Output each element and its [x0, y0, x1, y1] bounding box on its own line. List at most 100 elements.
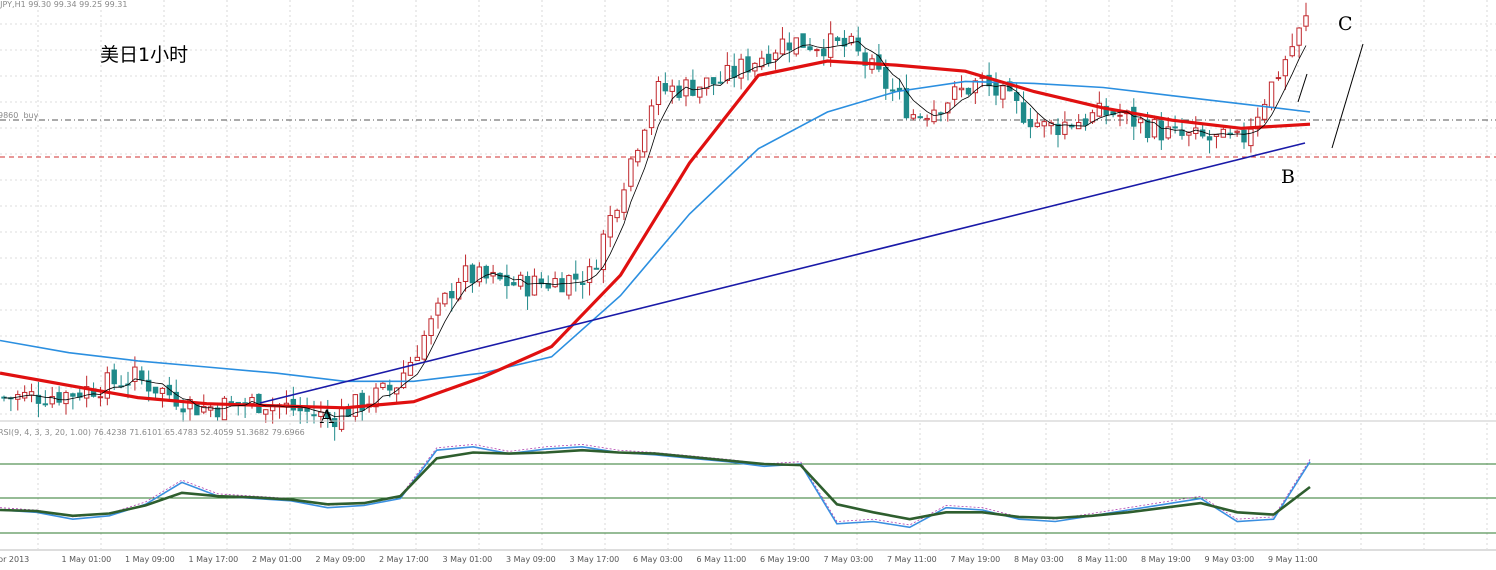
x-tick-label: 8 May 03:00: [1014, 555, 1064, 564]
x-tick-label: 7 May 03:00: [824, 555, 874, 564]
candle-body: [97, 396, 104, 399]
candle-body: [263, 409, 269, 415]
candle-body: [1241, 129, 1247, 143]
x-axis-labels: pr 2013 1 May 01:00 1 May 09:00 1 May 17:00…: [0, 555, 1318, 564]
candle-body: [924, 117, 930, 121]
candle-body: [187, 399, 193, 410]
candle-body: [159, 387, 166, 394]
ma-fast-line: [3, 41, 1307, 418]
x-tick-label: 9 May 03:00: [1205, 555, 1255, 564]
candle-body: [772, 52, 779, 60]
candle-body: [1020, 102, 1027, 123]
x-tick-label: 7 May 11:00: [887, 555, 937, 564]
candle-body: [132, 366, 138, 382]
candle-body: [1013, 92, 1020, 101]
candle-body: [228, 401, 235, 404]
candle-body: [504, 274, 510, 287]
candle-body: [827, 33, 834, 58]
candle-body: [166, 384, 173, 396]
candle-body: [325, 412, 331, 419]
rsi-signal-line: [0, 448, 1311, 521]
point-label-a: A: [319, 406, 334, 428]
candle-body: [745, 56, 751, 73]
candle-body: [738, 58, 744, 79]
point-label-c: C: [1338, 13, 1353, 35]
candle-body: [1117, 114, 1123, 117]
x-tick-label: 6 May 11:00: [697, 555, 747, 564]
candle-body: [152, 386, 159, 394]
x-tick-label: 3 May 17:00: [570, 555, 620, 564]
candle-body: [387, 384, 393, 391]
candle-body: [910, 114, 917, 119]
candle-body: [676, 85, 682, 98]
candle-body: [1172, 126, 1178, 129]
candle-body: [710, 77, 717, 85]
candle-body: [600, 233, 607, 271]
x-tick-label: 3 May 09:00: [506, 555, 556, 564]
candle-body: [883, 66, 889, 89]
candle-body: [1206, 136, 1213, 141]
candle-body: [1261, 103, 1268, 120]
trendline-c[interactable]: [1331, 43, 1364, 149]
ma-long-line: [0, 80, 1311, 383]
x-tick-label: pr 2013: [0, 555, 29, 564]
candle-body: [1151, 119, 1158, 138]
candle-body: [1248, 128, 1254, 147]
candle-body: [428, 318, 434, 337]
candle-body: [807, 46, 813, 51]
candle-body: [724, 64, 731, 81]
candle-body: [524, 275, 531, 297]
x-tick-label: 8 May 11:00: [1078, 555, 1128, 564]
candle-body: [800, 33, 806, 48]
candle-body: [1055, 123, 1061, 136]
candle-body: [641, 129, 648, 153]
x-tick-label: 6 May 19:00: [760, 555, 810, 564]
candle-body: [1275, 77, 1282, 80]
candle-body: [841, 37, 848, 47]
candle-body: [703, 77, 710, 90]
rsi-main-line: [0, 445, 1311, 529]
x-tick-label: 9 May 11:00: [1268, 555, 1318, 564]
candle-body: [1158, 120, 1165, 141]
candle-body: [1082, 118, 1089, 126]
candle-body: [607, 215, 613, 238]
candle-body: [338, 407, 345, 430]
candle-body: [786, 42, 793, 51]
candle-body: [359, 392, 365, 411]
candle-body: [958, 87, 965, 91]
candle-body: [483, 265, 489, 279]
level-label: 9860 buy: [0, 111, 39, 120]
candle-body: [951, 86, 958, 100]
candle-body: [1027, 118, 1034, 128]
point-label-b: B: [1281, 166, 1295, 188]
candle-body: [765, 53, 772, 64]
x-tick-label: 2 May 09:00: [316, 555, 366, 564]
candle-body: [63, 392, 69, 405]
x-tick-label: 1 May 17:00: [189, 555, 239, 564]
candle-body: [662, 83, 669, 92]
x-tick-label: 1 May 09:00: [125, 555, 175, 564]
x-tick-label: 2 May 01:00: [252, 555, 302, 564]
candle-body: [573, 273, 579, 280]
candle-body: [1062, 121, 1068, 135]
candle-body: [834, 37, 841, 42]
candle-body: [945, 102, 951, 114]
trendline-a-b[interactable]: [259, 142, 1306, 404]
candle-body: [421, 334, 427, 360]
candle-body: [42, 403, 49, 406]
rsi-grid: [37, 423, 1488, 549]
rsi-header: RSI(9, 4, 3, 3, 20, 1.00) 76.4238 71.610…: [0, 428, 305, 437]
candle-body: [1186, 132, 1192, 136]
candle-body: [1227, 132, 1233, 135]
candle-body: [779, 38, 786, 55]
candle-body: [407, 361, 414, 376]
candle-body: [373, 387, 379, 408]
candle-body: [648, 105, 655, 129]
candle-body: [1296, 27, 1302, 46]
candle-body: [814, 49, 820, 52]
candle-body: [414, 356, 421, 362]
x-tick-label: 1 May 01:00: [62, 555, 112, 564]
candle-body: [538, 278, 545, 285]
candle-body: [938, 112, 944, 115]
candle-body: [579, 282, 586, 285]
